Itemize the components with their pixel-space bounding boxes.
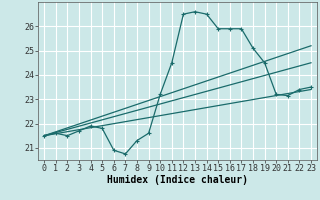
X-axis label: Humidex (Indice chaleur): Humidex (Indice chaleur) xyxy=(107,175,248,185)
